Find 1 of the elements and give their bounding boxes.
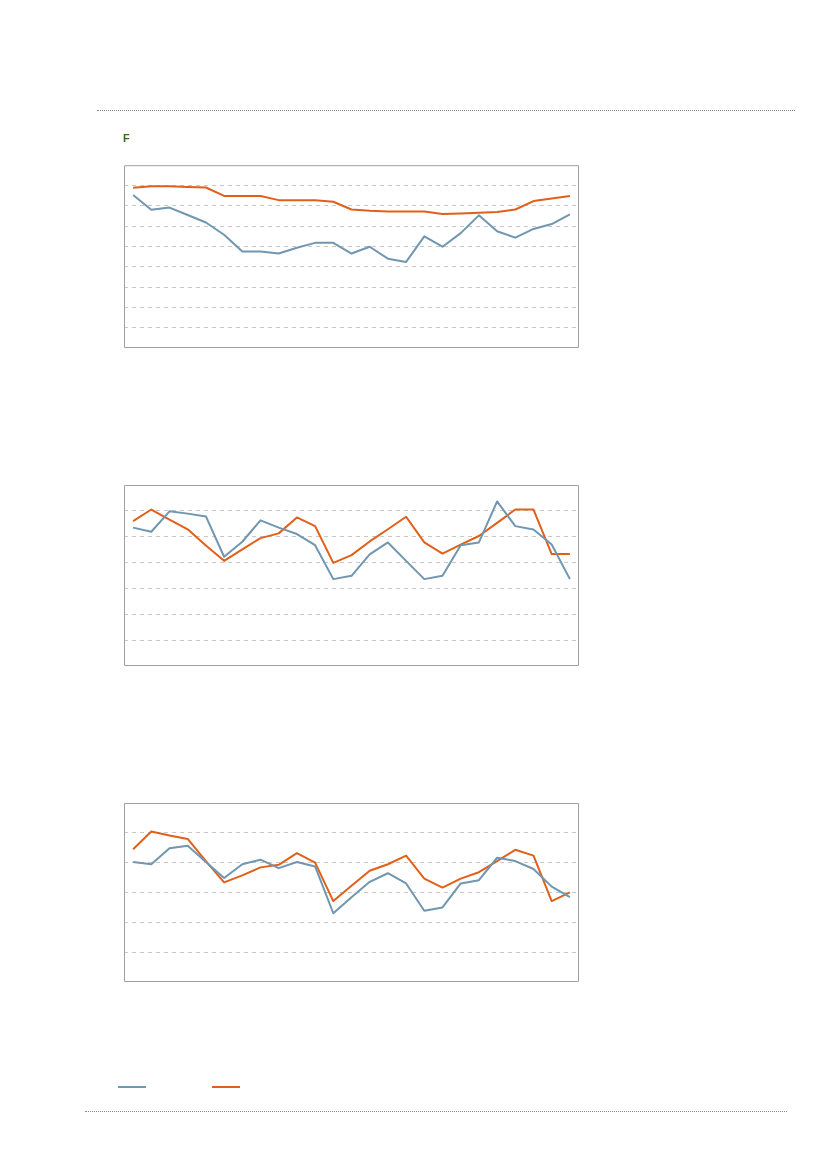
chart-title: F bbox=[123, 131, 130, 144]
